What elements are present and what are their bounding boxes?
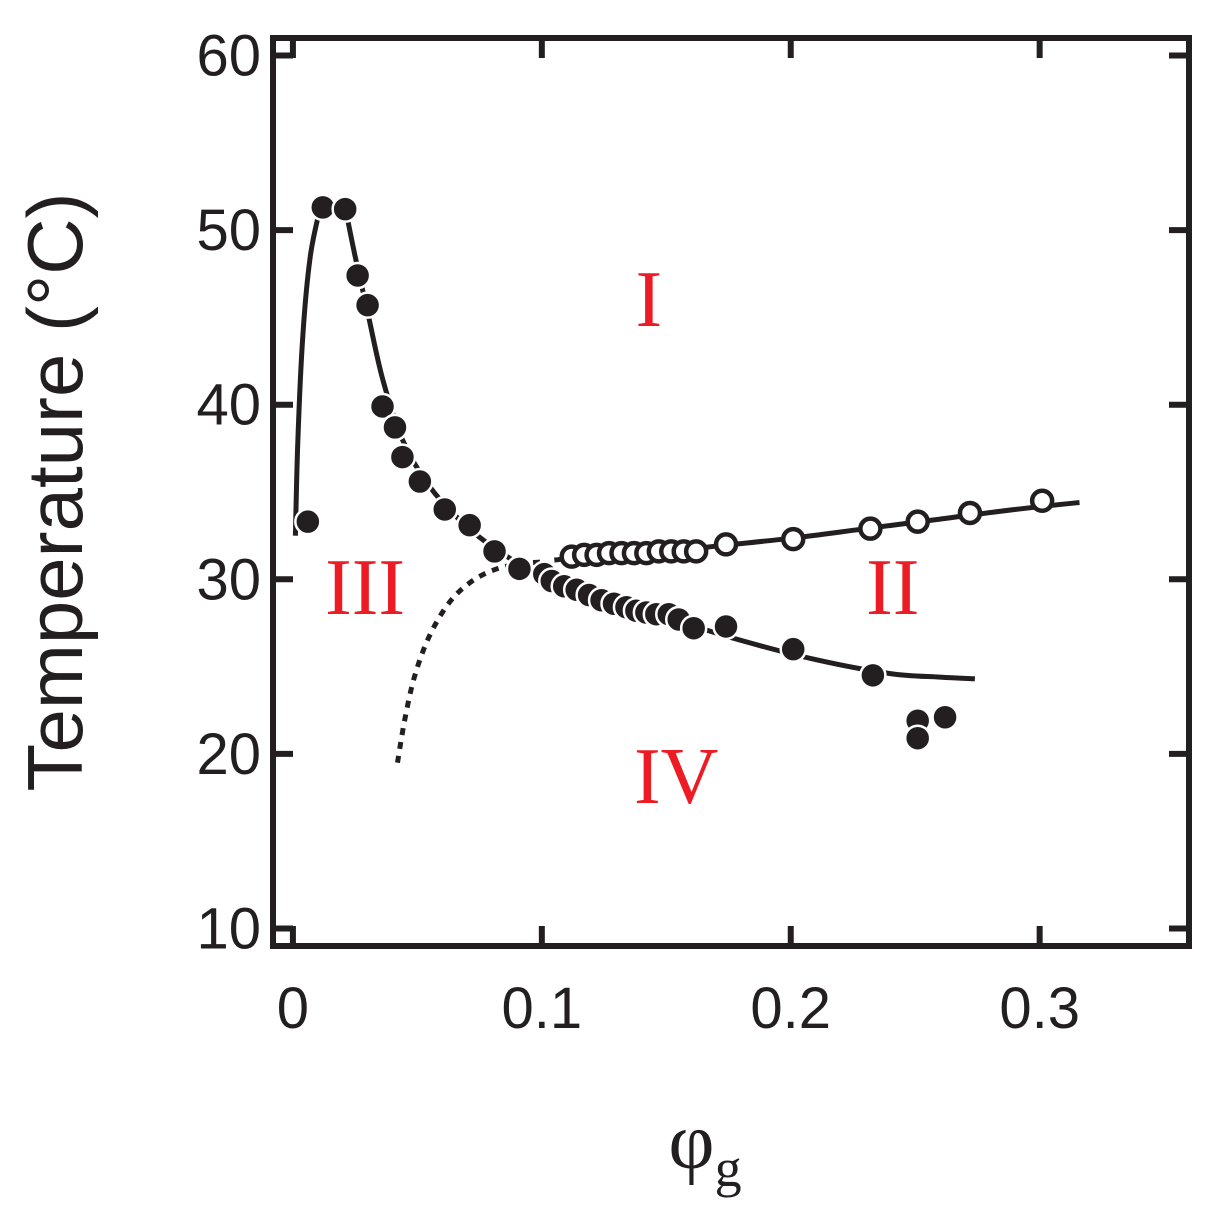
y-axis-title: Temperature (°C) <box>11 192 99 791</box>
y-tick-label: 40 <box>196 373 261 438</box>
filled-circle-point <box>480 537 509 566</box>
x-tick-label: 0.2 <box>750 976 831 1041</box>
filled-circle-point <box>431 495 459 524</box>
filled-circle-point <box>779 635 807 663</box>
data-markers <box>294 193 1055 752</box>
open-circle-point <box>957 500 983 526</box>
plot-frame <box>270 35 1192 949</box>
filled-circle-point <box>294 507 322 536</box>
filled-circle-point <box>353 291 382 319</box>
x-tick-label: 0.3 <box>999 976 1080 1041</box>
tick-labels: 0 0.1 0.2 0.3 10 20 30 40 50 60 <box>196 23 1079 1041</box>
open-circle-point <box>858 516 883 541</box>
x-axis-title: φg <box>668 1098 741 1198</box>
y-tick-label: 50 <box>196 198 261 263</box>
filled-circle-point <box>455 511 484 539</box>
filled-circle-point <box>381 413 409 442</box>
filled-circle-point <box>343 261 372 290</box>
y-tick-label: 10 <box>196 897 261 962</box>
filled-circle-point <box>309 193 337 222</box>
filled-circle-point <box>712 612 740 641</box>
region-label: IV <box>634 733 718 821</box>
x-tick-label: 0 <box>277 976 309 1041</box>
y-tick-label: 30 <box>196 547 261 612</box>
open-circle-point <box>1029 488 1055 513</box>
filled-circle-point <box>388 443 417 471</box>
filled-circle-point <box>903 724 932 752</box>
x-tick-label: 0.1 <box>502 976 583 1041</box>
filled-circle-point <box>931 703 959 732</box>
filled-circle-point <box>406 467 434 496</box>
open-circle-point <box>780 526 806 552</box>
filled-circle-point <box>505 555 534 583</box>
filled-circle-point <box>368 392 397 421</box>
solid-curve <box>292 206 323 536</box>
dotted-curve <box>395 559 547 764</box>
y-tick-label: 20 <box>196 722 261 787</box>
region-label: II <box>866 544 919 632</box>
open-circle-point <box>713 532 739 557</box>
filled-circle-point <box>679 614 708 642</box>
region-label: I <box>636 256 663 344</box>
filled-circle-point <box>859 661 887 690</box>
filled-circle-point <box>331 195 359 223</box>
open-circle-point <box>683 539 709 564</box>
region-label: III <box>325 544 405 632</box>
x-axis-title-main: φ <box>668 1098 714 1186</box>
y-tick-label: 60 <box>196 23 261 88</box>
open-circle-point <box>905 509 930 534</box>
x-axis-title-subscript: g <box>715 1138 742 1198</box>
axis-ticks <box>273 38 1189 946</box>
